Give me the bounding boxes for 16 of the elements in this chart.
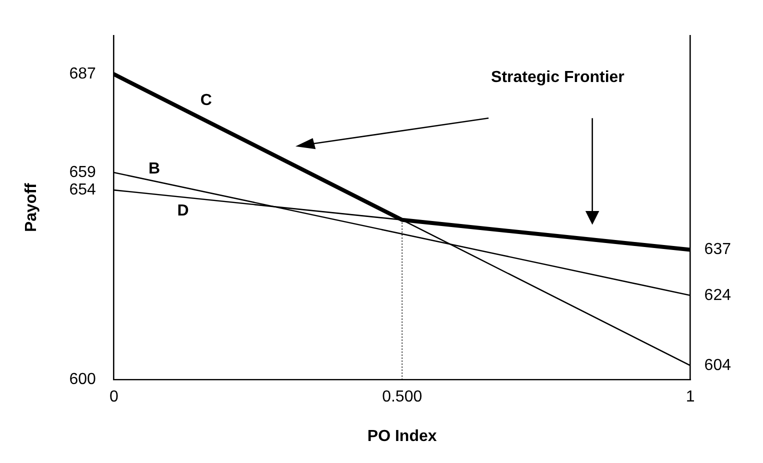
x-tick-label: 1: [686, 388, 695, 406]
y-tick-label: 600: [69, 371, 96, 388]
series-label: D: [177, 202, 189, 220]
x-tick-label: 0: [109, 388, 118, 406]
y-tick-label: 659: [69, 164, 96, 181]
series-label: B: [148, 160, 160, 178]
y2-tick-label: 604: [704, 356, 732, 374]
y-tick-label: 687: [69, 66, 96, 83]
y2-tick-label: 637: [704, 241, 732, 258]
annotation: Strategic Frontier: [491, 69, 624, 88]
y-axis-title: Payoff: [23, 182, 40, 232]
y-tick-label: 654: [69, 181, 96, 198]
x-axis-title: PO Index: [367, 428, 437, 445]
series-label: C: [200, 92, 212, 110]
y2-tick-label: 624: [704, 286, 732, 304]
x-tick-label: 0.500: [382, 388, 422, 406]
